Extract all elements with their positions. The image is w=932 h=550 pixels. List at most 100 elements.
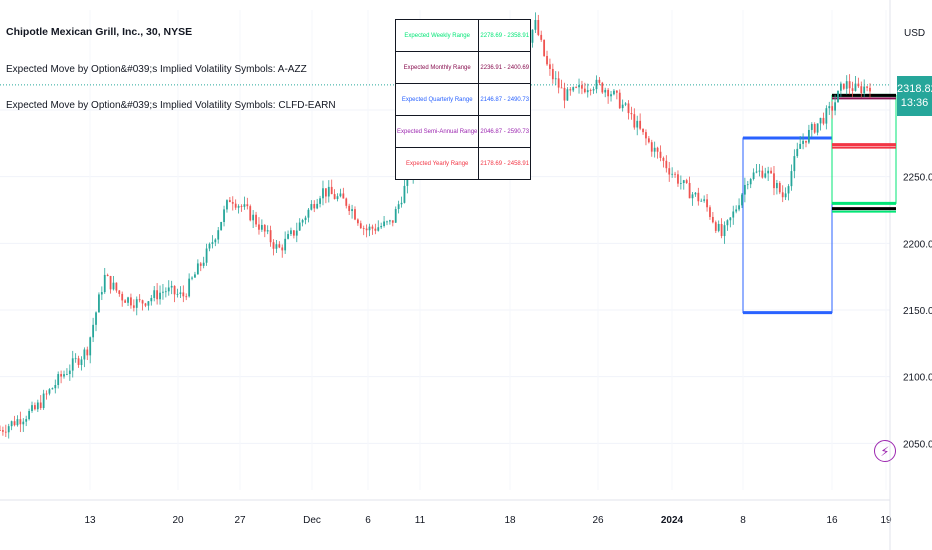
candle-body xyxy=(127,297,129,302)
x-tick-label: 16 xyxy=(826,515,838,526)
expected-move-row: Expected Monthly Range 2236.91 - 2400.69 xyxy=(396,52,531,84)
expected-move-range: 2046.87 - 2590.73 xyxy=(479,116,531,148)
expected-move-range: 2236.91 - 2400.69 xyxy=(479,52,531,84)
candle-body xyxy=(660,152,662,158)
candle-body xyxy=(28,411,30,419)
candle-body xyxy=(689,183,691,198)
candle-body xyxy=(113,283,115,290)
candle-body xyxy=(121,294,123,300)
candle-body xyxy=(345,199,347,206)
candle-body xyxy=(348,206,350,211)
candle-body xyxy=(764,173,766,177)
candle-body xyxy=(363,228,365,229)
candle-body xyxy=(834,102,836,110)
candle-body xyxy=(380,226,382,227)
candle-body xyxy=(692,194,694,198)
candle-body xyxy=(549,64,551,69)
expected-move-table: Expected Weekly Range 2278.69 - 2358.91 Ex… xyxy=(395,19,531,180)
candle-body xyxy=(791,171,793,186)
candle-body xyxy=(296,231,298,236)
candle-body xyxy=(86,350,88,356)
x-tick-label: 26 xyxy=(592,515,604,526)
candle-body xyxy=(369,227,371,231)
candle-body xyxy=(540,35,542,40)
candle-body xyxy=(601,83,603,93)
expected-move-row: Expected Weekly Range 2278.69 - 2358.91 xyxy=(396,20,531,52)
candle-body xyxy=(738,205,740,209)
candle-body xyxy=(683,180,685,183)
candle-body xyxy=(223,209,225,222)
candle-body xyxy=(377,227,379,230)
y-tick-label: 2250.00 xyxy=(903,173,932,184)
x-tick-label: 8 xyxy=(740,515,746,526)
candle-body xyxy=(398,204,400,209)
expected-move-row: Expected Quarterly Range 2146.87 - 2490.7… xyxy=(396,84,531,116)
candle-body xyxy=(852,88,854,91)
candle-body xyxy=(715,222,717,231)
candle-body xyxy=(657,148,659,152)
candle-body xyxy=(244,204,246,207)
candle-body xyxy=(139,299,141,300)
candle-body xyxy=(287,234,289,239)
candle-body xyxy=(171,286,173,288)
candle-body xyxy=(308,210,310,218)
candle-body xyxy=(607,90,609,96)
candle-body xyxy=(869,88,871,92)
candle-body xyxy=(305,218,307,220)
candle-body xyxy=(721,224,723,236)
candle-body xyxy=(700,201,702,202)
candle-body xyxy=(0,430,1,431)
lightning-icon[interactable]: ⚡ xyxy=(874,440,896,462)
candle-body xyxy=(825,108,827,123)
expected-move-label: Expected Quarterly Range xyxy=(396,84,479,116)
candle-body xyxy=(392,220,394,222)
candle-body xyxy=(636,121,638,128)
candle-body xyxy=(697,193,699,201)
candle-body xyxy=(185,296,187,297)
candle-body xyxy=(753,173,755,180)
candle-body xyxy=(162,292,164,293)
candle-body xyxy=(645,132,647,138)
y-tick-label: 2050.00 xyxy=(903,439,932,450)
candle-body xyxy=(718,224,720,231)
candle-body xyxy=(337,196,339,199)
candle-body xyxy=(866,87,868,88)
candle-body xyxy=(273,242,275,249)
x-tick-label: 27 xyxy=(234,515,246,526)
candle-body xyxy=(668,168,670,174)
candle-body xyxy=(642,129,644,132)
candle-body xyxy=(572,87,574,90)
candle-body xyxy=(182,292,184,296)
candle-body xyxy=(147,301,149,305)
candle-body xyxy=(92,325,94,337)
candle-body xyxy=(340,193,342,196)
candle-body xyxy=(665,161,667,168)
x-tick-label: 11 xyxy=(415,515,426,526)
candle-body xyxy=(680,183,682,184)
candle-body xyxy=(188,279,190,297)
candle-body xyxy=(37,402,39,409)
candle-body xyxy=(802,141,804,144)
candle-body xyxy=(351,209,353,211)
legend-indicator-a: Expected Move by Option&#039;s Implied V… xyxy=(6,64,307,75)
candle-body xyxy=(101,292,103,294)
candle-body xyxy=(631,113,633,114)
y-tick-label: 2200.00 xyxy=(903,239,932,250)
candle-body xyxy=(747,184,749,185)
candle-body xyxy=(773,173,775,188)
candle-body xyxy=(2,430,4,432)
candle-body xyxy=(174,286,176,294)
candle-body xyxy=(744,185,746,195)
candle-body xyxy=(561,88,563,89)
candle-body xyxy=(564,88,566,101)
candle-body xyxy=(357,220,359,224)
candle-body xyxy=(34,405,36,409)
candle-body xyxy=(145,303,147,305)
candle-body xyxy=(290,230,292,234)
candle-body xyxy=(741,195,743,206)
expected-move-row: Expected Semi-Annual Range 2046.87 - 2590… xyxy=(396,116,531,148)
candle-body xyxy=(255,215,257,225)
candle-body xyxy=(750,179,752,184)
candle-body xyxy=(604,90,606,93)
candle-body xyxy=(767,171,769,174)
